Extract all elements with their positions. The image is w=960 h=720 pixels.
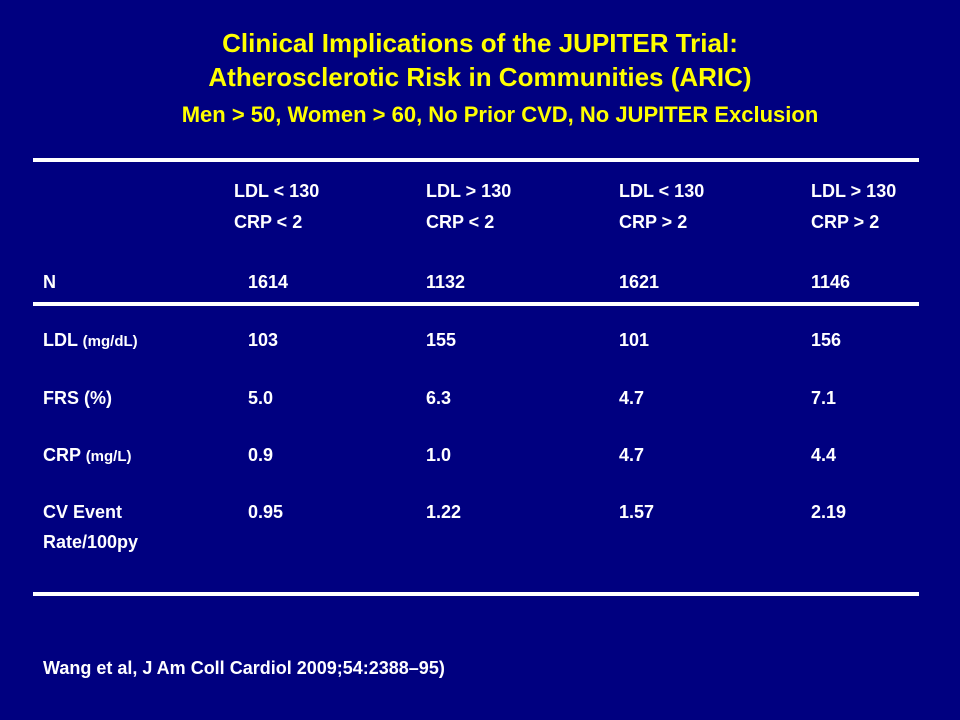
column-header-2: LDL > 130 CRP < 2 (426, 176, 511, 238)
row-label-text: CRP (43, 445, 86, 465)
column-header-ldl: LDL < 130 (619, 181, 705, 201)
column-header-1: LDL < 130 CRP < 2 (234, 176, 319, 238)
column-header-crp: CRP < 2 (234, 212, 303, 232)
table-cell: 1621 (619, 272, 660, 292)
table-cell: 1132 (426, 272, 466, 292)
table-cell: 7.1 (811, 388, 837, 408)
column-header-4: LDL > 130 CRP > 2 (811, 176, 896, 238)
column-header-ldl: LDL > 130 (426, 181, 512, 201)
slide-title-line-1: Clinical Implications of the JUPITER Tri… (222, 28, 738, 58)
column-header-crp: CRP > 2 (811, 212, 880, 232)
slide-subtitle: Men > 50, Women > 60, No Prior CVD, No J… (181, 102, 819, 127)
row-label-text: LDL (43, 330, 83, 350)
table-cell: 1.0 (426, 445, 452, 465)
table-cell: 1.57 (619, 502, 655, 522)
table-cell: 156 (811, 330, 842, 350)
table-cell: 4.7 (619, 388, 645, 408)
column-header-ldl: LDL > 130 (811, 181, 897, 201)
column-header-ldl: LDL < 130 (234, 181, 320, 201)
top-rule (33, 158, 919, 162)
row-label: LDL (mg/dL) (43, 330, 138, 351)
citation-footnote: Wang et al, J Am Coll Cardiol 2009;54:23… (43, 658, 445, 678)
column-header-crp: CRP > 2 (619, 212, 688, 232)
table-cell: 4.7 (619, 445, 645, 465)
row-label-unit: (mg/dL) (82, 333, 138, 350)
table-cell: 1614 (248, 272, 289, 292)
slide-title-line-2: Atherosclerotic Risk in Communities (ARI… (208, 62, 752, 92)
column-header-3: LDL < 130 CRP > 2 (619, 176, 704, 238)
table-cell: 4.4 (811, 445, 837, 465)
table-cell: 103 (248, 330, 279, 350)
table-cell: 101 (619, 330, 650, 350)
table-cell: 1146 (811, 272, 851, 292)
row-label-unit: (mg/L) (85, 448, 132, 465)
table-cell: 1.22 (426, 502, 462, 522)
table-cell: 0.9 (248, 445, 274, 465)
table-cell: 6.3 (426, 388, 452, 408)
table-cell: 2.19 (811, 502, 847, 522)
table-cell: 0.95 (248, 502, 284, 522)
row-label-continued: Rate/100py (43, 532, 139, 552)
row-label: FRS (%) (43, 388, 112, 408)
row-label: CV Event (43, 502, 123, 522)
column-header-crp: CRP < 2 (426, 212, 495, 232)
row-label: CRP (mg/L) (43, 445, 132, 466)
bottom-rule (33, 592, 919, 596)
table-cell: 5.0 (248, 388, 274, 408)
row-label: N (43, 272, 56, 292)
table-cell: 155 (426, 330, 457, 350)
middle-rule (33, 302, 919, 306)
